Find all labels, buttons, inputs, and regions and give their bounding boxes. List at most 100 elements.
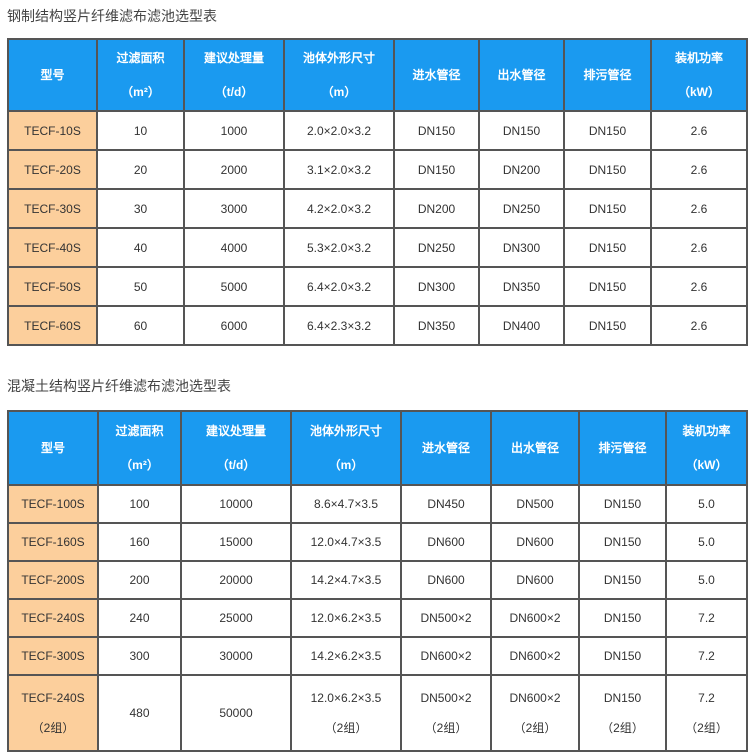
table-cell: DN300 [393,266,480,307]
column-header: 建议处理量 （t/d） [183,38,285,112]
column-header: 建议处理量 （t/d） [180,410,292,486]
model-cell: TECF-200S [7,560,99,600]
table-cell: DN150 [563,149,652,190]
table-row: TECF-100S 100 10000 8.6×4.7×3.5 DN450 DN500 DN… [7,484,748,524]
header-text: 进水管径 [412,68,461,82]
table-cell: DN200 [478,149,565,190]
table-cell: DN600×2 [490,636,580,676]
table-cell: DN600×2 （2组） [490,674,580,752]
table-row: TECF-30S 30 3000 4.2×2.0×3.2 DN200 DN250 DN150… [7,188,748,229]
table-row: TECF-10S 10 1000 2.0×2.0×3.2 DN150 DN150 DN150… [7,110,748,151]
table-cell: 40 [96,227,185,268]
table-cell: 2.0×2.0×3.2 [283,110,395,151]
table-title: 钢制结构竖片纤维滤布滤池选型表 [7,9,217,25]
table-cell: 6.4×2.0×3.2 [283,266,395,307]
table-cell: DN150 [563,188,652,229]
table-row: TECF-50S 50 5000 6.4×2.0×3.2 DN300 DN350 DN150… [7,266,748,307]
table-cell: 25000 [180,598,292,638]
steel-selection-table: 型号 过滤面积 （m²） 建议处理量 （t/d） 池体外形尺寸 （m） 进水管径 出水管径 排污管… [7,38,748,346]
header-text: （m²） [120,458,159,472]
table-row: TECF-20S 20 2000 3.1×2.0×3.2 DN150 DN200 DN150… [7,149,748,190]
table-cell: DN600×2 [490,598,580,638]
table-cell: DN150 [393,149,480,190]
header-text: （m²） [121,85,160,99]
table-cell: 12.0×6.2×3.5 [290,598,402,638]
table-row: TECF-60S 60 6000 6.4×2.3×3.2 DN350 DN400 DN150… [7,305,748,346]
table-cell: 7.2 [665,636,748,676]
header-text: （kW） [685,458,728,472]
header-text: 过滤面积 [115,424,164,438]
model-cell: TECF-100S [7,484,99,524]
table-cell: DN500×2 （2组） [400,674,492,752]
table-cell: DN150 [393,110,480,151]
column-header: 过滤面积 （m²） [96,38,185,112]
column-header: 进水管径 [400,410,492,486]
table-cell: 3.1×2.0×3.2 [283,149,395,190]
model-cell: TECF-300S [7,636,99,676]
table-cell: DN150 [563,110,652,151]
column-header: 型号 [7,38,98,112]
table-cell: 2.6 [650,266,748,307]
table-cell: 4.2×2.0×3.2 [283,188,395,229]
header-text: （m） [321,85,357,99]
table-cell: 20 [96,149,185,190]
column-header: 出水管径 [478,38,565,112]
header-text: 池体外形尺寸 [309,424,382,438]
column-header: 装机功率 （kW） [650,38,748,112]
header-text: 建议处理量 [205,424,266,438]
column-header: 排污管径 [563,38,652,112]
table-cell: DN300 [478,227,565,268]
table-cell: 240 [97,598,182,638]
table-cell: DN150 [563,227,652,268]
table-row: TECF-300S 300 30000 14.2×6.2×3.5 DN600×2 DN60… [7,636,748,676]
table-cell: 1000 [183,110,285,151]
table-cell: DN150 [578,522,667,562]
header-text: 排污管径 [583,68,632,82]
model-cell: TECF-60S [7,305,98,346]
column-header: 出水管径 [490,410,580,486]
header-row: 型号 过滤面积 （m²） 建议处理量 （t/d） 池体外形尺寸 （m） 进水管径 出水管径 排污管… [7,38,748,112]
table-cell: 2000 [183,149,285,190]
table-cell: DN150 [478,110,565,151]
table-cell: DN150 [578,484,667,524]
column-header: 型号 [7,410,99,486]
table-row: TECF-160S 160 15000 12.0×4.7×3.5 DN600 DN600 D… [7,522,748,562]
header-text: 出水管径 [497,68,546,82]
table-cell: DN600 [400,560,492,600]
table-cell: 5.3×2.0×3.2 [283,227,395,268]
table-cell: 5000 [183,266,285,307]
table-cell: 30000 [180,636,292,676]
table-cell: 50 [96,266,185,307]
table-cell: 15000 [180,522,292,562]
header-text: 型号 [40,441,65,455]
table-cell: 30 [96,188,185,229]
table-cell: DN500 [490,484,580,524]
table-cell: DN500×2 [400,598,492,638]
table-cell: DN150 （2组） [578,674,667,752]
table-cell: DN200 [393,188,480,229]
model-cell: TECF-240S [7,598,99,638]
table-cell: 50000 [180,674,292,752]
table-cell: 10000 [180,484,292,524]
table-cell: DN350 [393,305,480,346]
header-text: 出水管径 [510,441,559,455]
header-text: （t/d） [216,458,256,472]
table-cell: 12.0×4.7×3.5 [290,522,402,562]
table-cell: DN150 [578,560,667,600]
table-cell: 2.6 [650,149,748,190]
header-row: 型号 过滤面积 （m²） 建议处理量 （t/d） 池体外形尺寸 （m） 进水管径 出水管径 排污管… [7,410,748,486]
table-cell: 4000 [183,227,285,268]
model-cell: TECF-40S [7,227,98,268]
table-cell: DN150 [563,266,652,307]
header-text: 装机功率 [674,51,723,65]
table-cell: 7.2 （2组） [665,674,748,752]
table-cell: 12.0×6.2×3.5 （2组） [290,674,402,752]
table-cell: DN600×2 [400,636,492,676]
table-cell: 200 [97,560,182,600]
header-text: 进水管径 [421,441,470,455]
concrete-selection-table: 型号 过滤面积 （m²） 建议处理量 （t/d） 池体外形尺寸 （m） 进水管径 出水管径 排污管… [7,410,748,752]
table-cell: DN600 [490,522,580,562]
model-cell: TECF-50S [7,266,98,307]
header-text: 过滤面积 [116,51,165,65]
table-cell: DN250 [393,227,480,268]
